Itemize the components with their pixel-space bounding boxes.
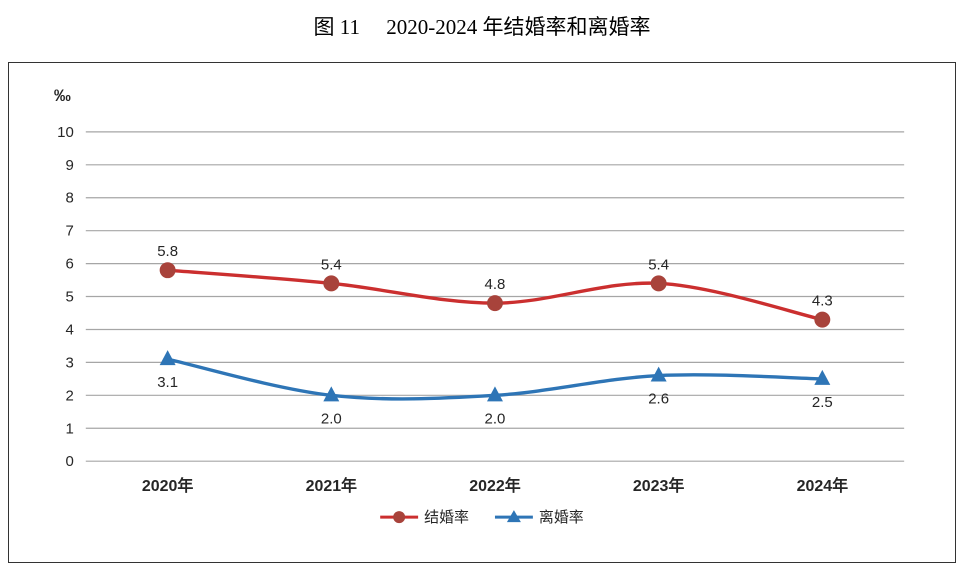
data-label: 2.5 — [812, 394, 833, 411]
series-离婚率: 3.1 2.0 2.0 2.6 2.5 — [157, 350, 833, 427]
y-axis-tick-labels: 0 1 2 3 4 5 6 7 8 9 10 — [57, 124, 74, 470]
triangle-marker — [814, 369, 831, 385]
legend-label: 离婚率 — [539, 509, 584, 526]
y-tick-label: 0 — [65, 453, 73, 470]
y-tick-label: 2 — [65, 387, 73, 404]
y-tick-label: 1 — [65, 420, 73, 437]
y-tick-label: 6 — [65, 256, 73, 273]
legend-triangle-marker — [506, 510, 521, 523]
triangle-marker — [159, 350, 176, 366]
legend-item-离婚率: 离婚率 — [494, 509, 584, 526]
triangle-marker — [486, 386, 503, 402]
x-tick-label: 2024年 — [797, 476, 848, 495]
y-tick-label: 7 — [65, 223, 73, 240]
marriage-divorce-rate-line-chart: ‰ 0 1 2 3 4 5 6 7 8 9 10 2020年 2021年 2022年 2023年 2024年 5.… — [54, 86, 905, 526]
x-axis-tick-labels: 2020年 2021年 2022年 2023年 2024年 — [142, 476, 848, 495]
x-tick-label: 2023年 — [633, 476, 684, 495]
y-axis-unit-label: ‰ — [54, 86, 71, 105]
data-label: 4.8 — [485, 276, 506, 293]
triangle-marker — [323, 386, 340, 402]
data-label: 2.0 — [485, 410, 506, 427]
y-tick-label: 5 — [65, 289, 73, 306]
legend-circle-marker — [393, 511, 406, 524]
circle-marker — [486, 295, 503, 312]
y-tick-label: 4 — [65, 321, 73, 338]
legend: 结婚率 离婚率 — [380, 509, 584, 526]
y-tick-label: 9 — [65, 157, 73, 174]
data-label: 2.0 — [321, 410, 342, 427]
x-tick-label: 2020年 — [142, 476, 193, 495]
figure-title: 图 11 2020-2024 年结婚率和离婚率 — [313, 15, 651, 39]
legend-item-结婚率: 结婚率 — [380, 509, 469, 526]
x-tick-label: 2022年 — [469, 476, 520, 495]
triangle-marker — [650, 366, 667, 382]
data-label: 3.1 — [157, 374, 178, 391]
data-label: 5.4 — [321, 256, 342, 273]
y-tick-label: 10 — [57, 124, 74, 141]
y-tick-label: 3 — [65, 354, 73, 371]
data-label: 4.3 — [812, 293, 833, 310]
series-结婚率: 5.8 5.4 4.8 5.4 4.3 — [157, 243, 833, 328]
data-label: 5.8 — [157, 243, 178, 260]
data-label: 2.6 — [648, 391, 669, 408]
legend-label: 结婚率 — [424, 509, 469, 526]
x-tick-label: 2021年 — [306, 476, 357, 495]
chart-frame: ‰ 0 1 2 3 4 5 6 7 8 9 10 2020年 2021年 2022年 2023年 2024年 5.… — [8, 62, 956, 563]
circle-marker — [650, 275, 667, 292]
circle-marker — [159, 262, 176, 279]
circle-marker — [814, 311, 831, 328]
y-tick-label: 8 — [65, 190, 73, 207]
circle-marker — [323, 275, 340, 292]
data-label: 5.4 — [648, 256, 669, 273]
